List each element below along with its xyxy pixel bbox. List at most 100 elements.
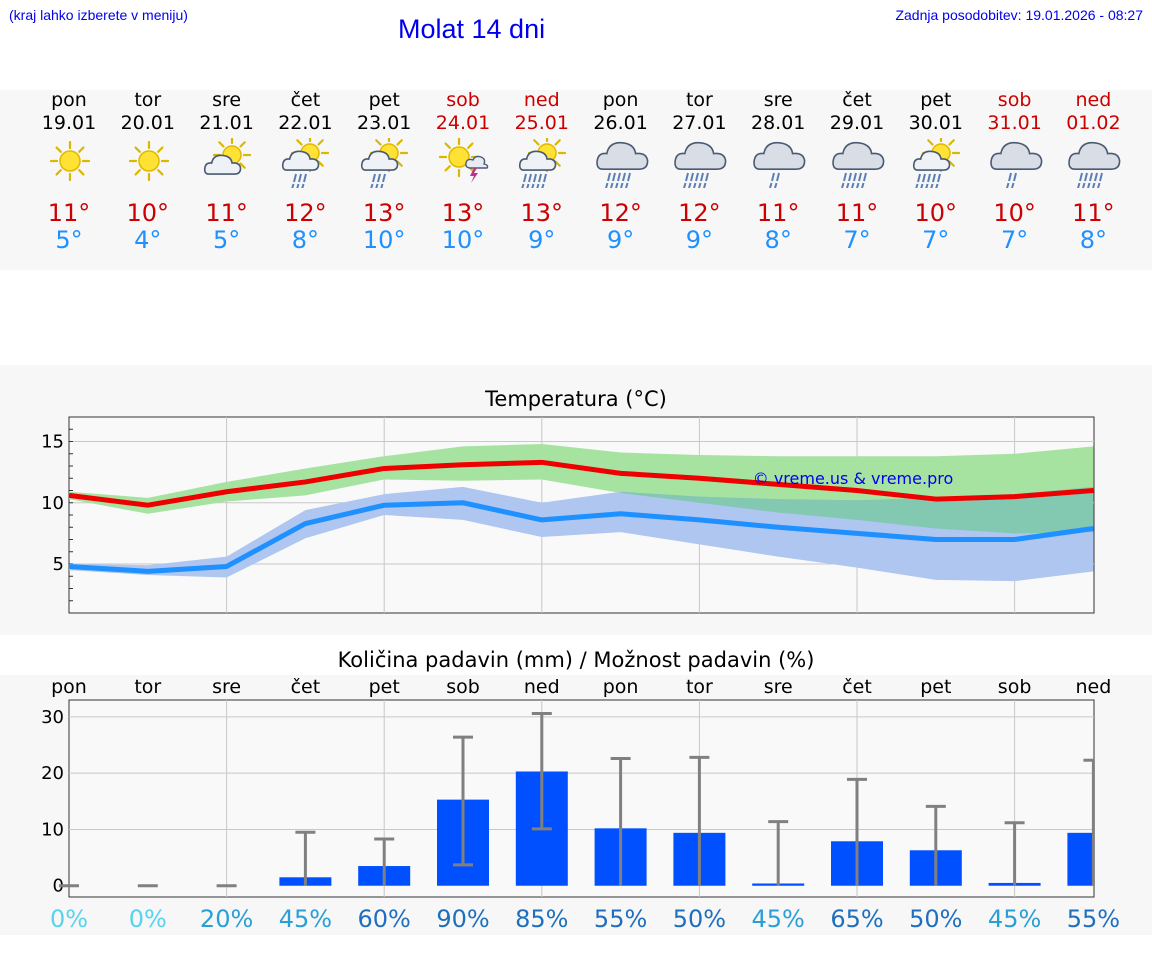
min-temperature: 10° xyxy=(441,226,485,254)
cloud-heavy-rain-icon xyxy=(832,141,885,188)
cloud-shape xyxy=(832,141,885,170)
x-category-label: čet xyxy=(842,676,872,698)
day-date: 22.01 xyxy=(278,112,333,134)
rain-drops xyxy=(769,172,781,188)
max-temperature: 11° xyxy=(205,199,248,227)
y-tick-label: 20 xyxy=(41,763,64,784)
cloud-shape xyxy=(1068,141,1121,170)
day-date: 20.01 xyxy=(120,112,175,134)
precipitation-panel: pon tor sre čet pet sob ned pon tor sre čet pet sob n… xyxy=(0,675,1152,935)
day-date: 24.01 xyxy=(435,112,491,134)
sunny-icon xyxy=(49,140,91,182)
day-date: 23.01 xyxy=(356,112,412,134)
max-temperature: 13° xyxy=(441,199,485,227)
x-category-label: pet xyxy=(920,676,951,698)
cloud-rain-icon xyxy=(989,141,1042,188)
max-temperature: 12° xyxy=(599,199,642,227)
rain-drops xyxy=(291,173,308,188)
x-category-label: sre xyxy=(212,676,241,698)
min-temperature-line xyxy=(68,500,1094,574)
day-name: ned xyxy=(1075,89,1112,111)
day-date: 21.01 xyxy=(199,112,254,134)
cloud-heavy-rain-icon xyxy=(595,141,648,188)
x-category-label: pon xyxy=(603,676,639,698)
sunny-icon xyxy=(128,140,169,182)
precipitation-probability: 0% xyxy=(50,905,88,933)
rain-drops xyxy=(1005,172,1017,188)
cloud-shape xyxy=(361,150,399,171)
day-name: tor xyxy=(134,89,162,111)
cloud-shape xyxy=(595,141,648,170)
day-date: 31.01 xyxy=(987,112,1042,134)
day-name: čet xyxy=(842,89,872,111)
x-category-label: ned xyxy=(524,676,560,698)
min-temperature: 9° xyxy=(528,226,556,254)
hint-text: (kraj lahko izberete v meniju) xyxy=(9,7,188,23)
x-category-label: pet xyxy=(369,676,400,698)
y-tick-label: 15 xyxy=(41,432,64,453)
min-temperature: 5° xyxy=(212,226,241,254)
sun-shape xyxy=(49,140,91,182)
sun-cloud-rain-icon xyxy=(282,138,330,188)
max-temperature: 11° xyxy=(47,199,91,227)
precipitation-chart-title: Količina padavin (mm) / Možnost padavin … xyxy=(0,648,1152,672)
precipitation-bar xyxy=(1067,832,1093,886)
x-category-label: tor xyxy=(686,676,713,698)
max-temperature: 12° xyxy=(284,199,327,227)
min-temperature: 7° xyxy=(1000,226,1029,254)
max-temperature: 10° xyxy=(993,199,1036,227)
watermark: © vreme.us & vreme.pro xyxy=(753,469,954,488)
x-category-label: sob xyxy=(998,676,1032,698)
precipitation-probability: 0% xyxy=(129,905,167,933)
cloud-shape xyxy=(674,141,727,170)
temperature-chart: 5 10 15 © vreme.us & vreme.pro xyxy=(41,416,1095,614)
last-updated: Zadnja posodobitev: 19.01.2026 - 08:27 xyxy=(895,7,1143,23)
x-category-label: sre xyxy=(764,676,793,698)
rain-drops xyxy=(683,172,710,188)
day-name: tor xyxy=(685,89,713,111)
min-temperature: 5° xyxy=(55,226,83,254)
day-name: sob xyxy=(997,89,1032,111)
precipitation-probability: 60% xyxy=(358,905,411,933)
precipitation-probability: 45% xyxy=(279,905,332,933)
sun-shape xyxy=(128,140,169,182)
day-name: ned xyxy=(523,89,560,111)
y-tick-label: 0 xyxy=(53,876,64,897)
precipitation-probability: 50% xyxy=(909,905,962,933)
x-category-label: ned xyxy=(1076,676,1112,698)
precipitation-probability: 85% xyxy=(515,905,568,933)
rain-drops xyxy=(370,173,387,188)
min-temperature: 9° xyxy=(685,226,714,254)
rain-drops xyxy=(915,173,941,188)
min-temperature: 8° xyxy=(291,226,320,254)
precipitation-probability: 20% xyxy=(200,905,253,933)
day-date: 28.01 xyxy=(750,112,806,134)
y-tick-label: 5 xyxy=(53,554,64,575)
cloud-shape xyxy=(518,150,557,171)
rain-drops xyxy=(604,172,631,188)
min-temperature: 7° xyxy=(843,226,871,254)
min-temperature: 8° xyxy=(1079,226,1108,254)
precipitation-chart: pon tor sre čet pet sob ned pon tor sre čet pet sob n… xyxy=(41,676,1120,933)
day-name: pet xyxy=(368,89,400,111)
day-date: 01.02 xyxy=(1066,112,1121,134)
min-temperature: 4° xyxy=(134,226,162,254)
lightning-shape xyxy=(470,168,478,183)
day-date: 27.01 xyxy=(672,112,727,134)
max-temperature: 11° xyxy=(1072,199,1115,227)
y-tick-label: 30 xyxy=(41,707,64,728)
max-temperature: 10° xyxy=(914,199,958,227)
day-name: sre xyxy=(763,89,793,111)
y-tick-label: 10 xyxy=(41,493,64,514)
sun-cloud-icon xyxy=(203,138,251,175)
sun-shape xyxy=(438,138,480,178)
x-category-label: pon xyxy=(51,676,87,698)
precipitation-probability: 55% xyxy=(1067,905,1120,933)
day-date: 29.01 xyxy=(829,112,885,134)
day-name: čet xyxy=(290,89,321,111)
day-date: 26.01 xyxy=(593,112,648,134)
max-temperature-line xyxy=(68,459,1094,508)
temperature-panel: Temperatura (°C) 5 10 15 © vreme.us & vreme… xyxy=(0,365,1152,635)
precipitation-probability: 50% xyxy=(673,905,726,933)
day-name: sob xyxy=(446,89,480,111)
